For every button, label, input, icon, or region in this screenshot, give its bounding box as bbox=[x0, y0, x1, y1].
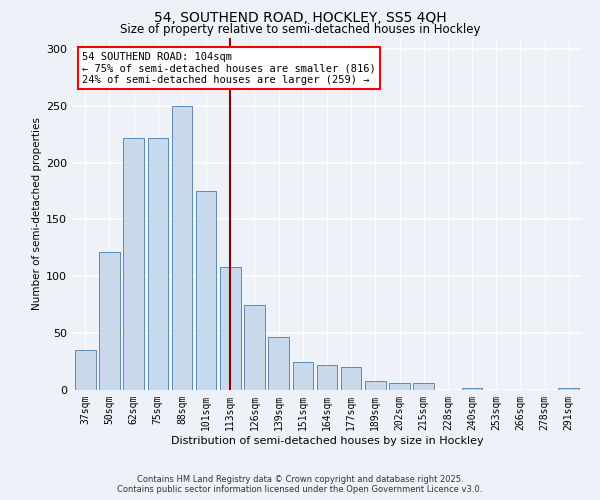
Bar bbox=[196, 191, 217, 390]
Text: 54, SOUTHEND ROAD, HOCKLEY, SS5 4QH: 54, SOUTHEND ROAD, HOCKLEY, SS5 4QH bbox=[154, 12, 446, 26]
Y-axis label: Number of semi-detached properties: Number of semi-detached properties bbox=[32, 118, 42, 310]
Bar bbox=[389, 383, 410, 390]
Bar bbox=[172, 106, 192, 390]
Bar bbox=[124, 138, 144, 390]
X-axis label: Distribution of semi-detached houses by size in Hockley: Distribution of semi-detached houses by … bbox=[170, 436, 484, 446]
Bar bbox=[244, 304, 265, 390]
Bar bbox=[462, 388, 482, 390]
Bar bbox=[317, 365, 337, 390]
Bar bbox=[99, 252, 120, 390]
Text: Size of property relative to semi-detached houses in Hockley: Size of property relative to semi-detach… bbox=[120, 24, 480, 36]
Text: 54 SOUTHEND ROAD: 104sqm
← 75% of semi-detached houses are smaller (816)
24% of : 54 SOUTHEND ROAD: 104sqm ← 75% of semi-d… bbox=[82, 52, 376, 85]
Bar bbox=[293, 362, 313, 390]
Bar bbox=[220, 267, 241, 390]
Text: Contains HM Land Registry data © Crown copyright and database right 2025.
Contai: Contains HM Land Registry data © Crown c… bbox=[118, 474, 482, 494]
Bar bbox=[268, 336, 289, 390]
Bar bbox=[341, 368, 361, 390]
Bar bbox=[148, 138, 168, 390]
Bar bbox=[365, 381, 386, 390]
Bar bbox=[75, 350, 95, 390]
Bar bbox=[559, 388, 579, 390]
Bar bbox=[413, 383, 434, 390]
